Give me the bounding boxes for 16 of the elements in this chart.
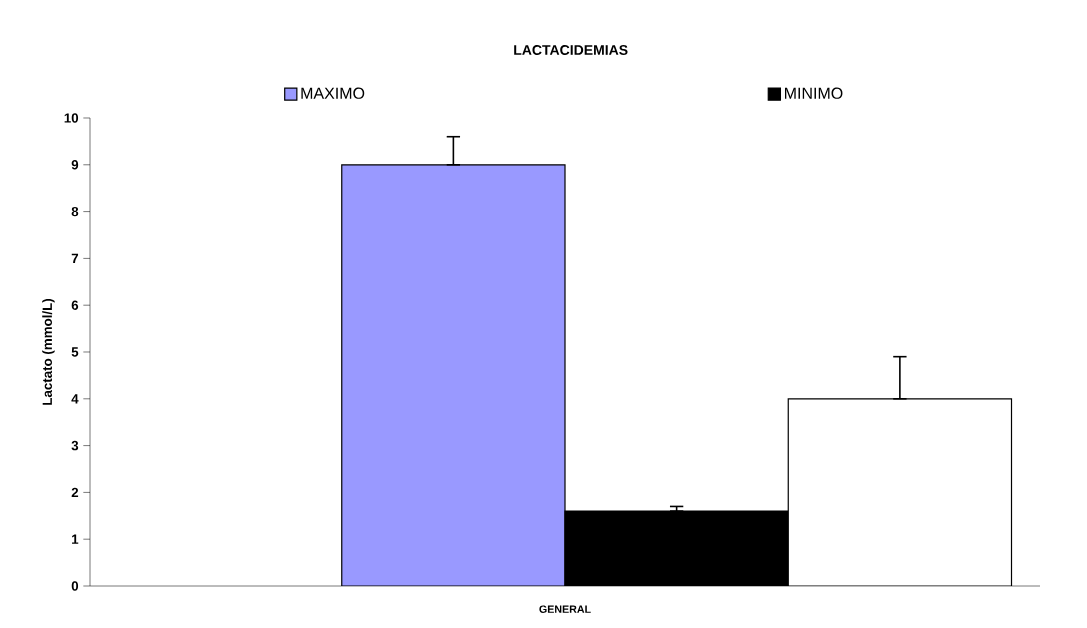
chart-title: LACTACIDEMIAS <box>514 45 628 55</box>
y-tick-label: 7 <box>71 253 79 263</box>
legend-label: MAXIMO <box>301 87 365 99</box>
y-tick-label: 1 <box>72 534 79 544</box>
y-tick-label: 6 <box>71 300 79 310</box>
y-tick-label: 10 <box>64 113 79 123</box>
y-tick-label: 4 <box>71 394 79 404</box>
y-tick-label: 2 <box>71 487 79 498</box>
y-tick-label: 3 <box>71 440 79 451</box>
y-tick-label: 8 <box>71 206 79 217</box>
y-tick-label: 9 <box>71 160 79 170</box>
x-tick-label: GENERAL <box>539 605 591 613</box>
legend-label: MINIMO <box>785 87 843 99</box>
y-axis-title: Lactato (mmol/L) <box>42 298 55 405</box>
y-tick-label: 5 <box>71 347 79 357</box>
y-tick-label: 0 <box>71 581 79 591</box>
